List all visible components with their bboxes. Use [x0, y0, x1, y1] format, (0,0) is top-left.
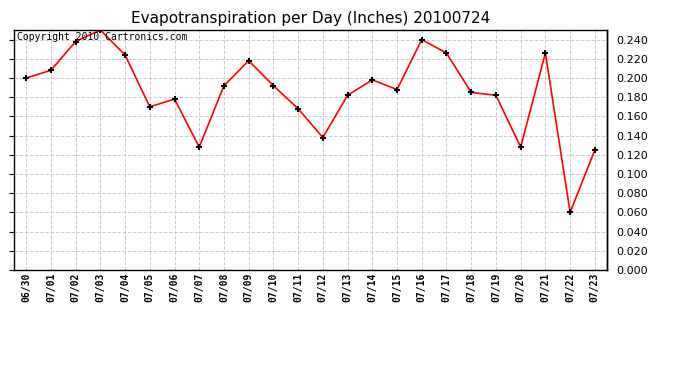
- Text: Copyright 2010 Cartronics.com: Copyright 2010 Cartronics.com: [17, 32, 187, 42]
- Title: Evapotranspiration per Day (Inches) 20100724: Evapotranspiration per Day (Inches) 2010…: [131, 11, 490, 26]
